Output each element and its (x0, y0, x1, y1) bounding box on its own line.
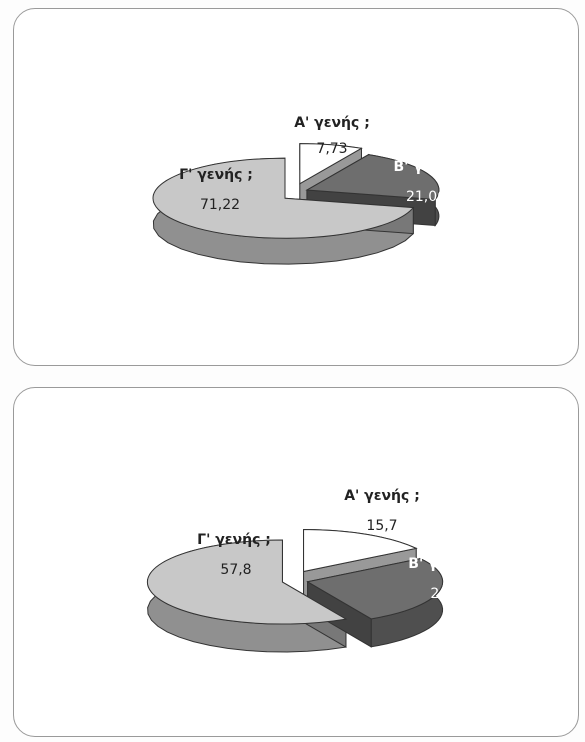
pie-slice-1 (299, 143, 363, 185)
chart-panel-1: Α' γενής ; 7,73 Β' γενής 21,06 Γ' γενής ; 71,… (13, 8, 579, 366)
slice-label-1: Α' γενής ; (294, 115, 370, 131)
slice-value-1: 15,7 (366, 518, 397, 534)
slice-label-2: Β' γενής (394, 159, 459, 175)
pie-chart-1: Α' γενής ; 7,73 Β' γενής 21,06 Γ' γενής ; 71,… (152, 115, 459, 265)
pie-chart-2: Α' γενής ; 15,7 Β' γενής ; 26,5 Γ' γενής ; 57… (146, 488, 484, 653)
pie-slice-1 (303, 529, 418, 573)
slice-value-2: 21,06 (406, 189, 446, 205)
slice-label-1: Α' γενής ; (344, 488, 420, 504)
pie-slice-3 (152, 157, 415, 239)
slice-label-3: Γ' γενής ; (179, 167, 253, 183)
slice-value-3: 71,22 (200, 197, 240, 213)
pie-slice-2 (306, 558, 444, 620)
slice-value-3: 57,8 (220, 562, 251, 578)
slice-label-2: Β' γενής ; (408, 556, 483, 572)
pie-slice-3 (146, 539, 348, 625)
slice-label-3: Γ' γενής ; (197, 532, 271, 548)
chart-panel-2: Α' γενής ; 15,7 Β' γενής ; 26,5 Γ' γενής ; 57… (13, 387, 579, 737)
slice-value-2: 26,5 (430, 586, 461, 602)
slice-value-1: 7,73 (316, 141, 347, 157)
pie-slice-2 (305, 154, 440, 200)
